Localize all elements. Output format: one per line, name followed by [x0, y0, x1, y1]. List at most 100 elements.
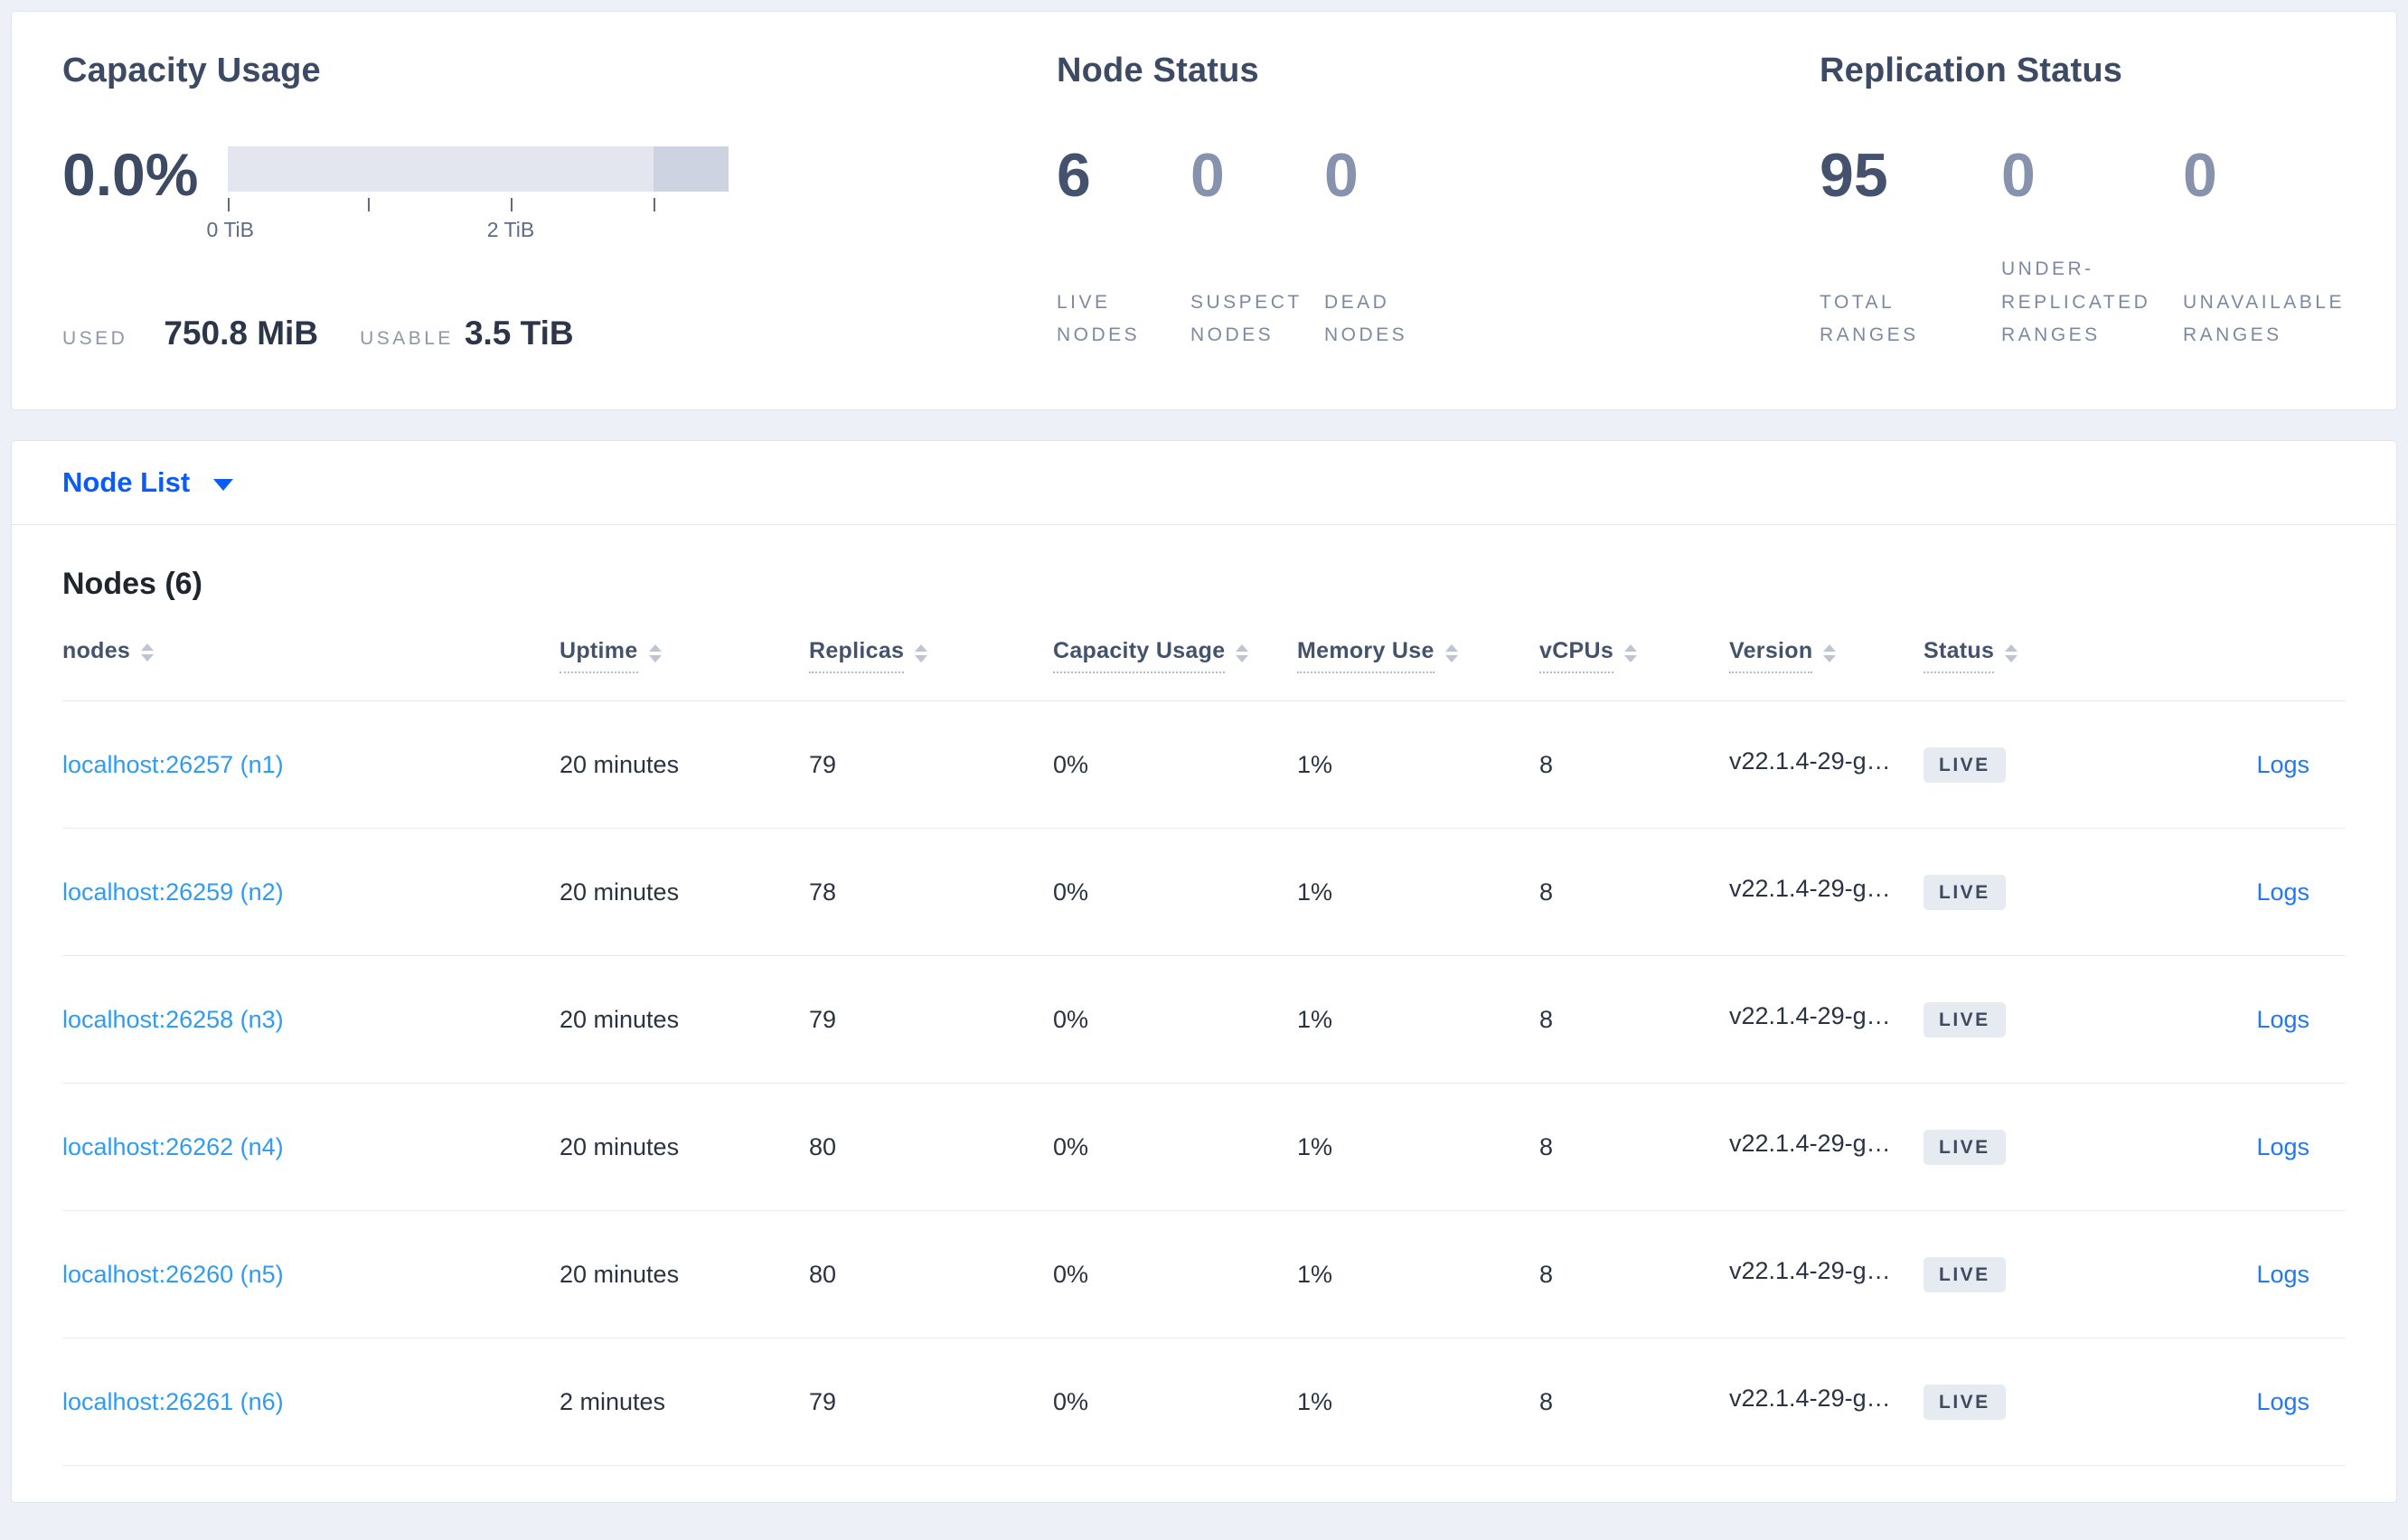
total-ranges-stat: 95 TOTAL RANGES: [1820, 145, 2001, 352]
capacity-cell: 0%: [1053, 750, 1089, 778]
capacity-bar: [228, 146, 729, 192]
status-badge: LIVE: [1924, 1129, 2006, 1165]
memory-cell: 1%: [1297, 1005, 1333, 1033]
column-header-memory-use[interactable]: Memory Use: [1297, 638, 1539, 673]
under-replicated-ranges-label: UNDER-REPLICATED RANGES: [2001, 258, 2151, 346]
live-nodes-value: 6: [1057, 141, 1091, 210]
capacity-bar-dark-segment: [653, 146, 729, 192]
memory-cell: 1%: [1297, 1260, 1333, 1288]
total-ranges-value: 95: [1820, 141, 1888, 210]
capacity-tick-label-0: 0 TiB: [206, 218, 254, 241]
node-link[interactable]: localhost:26258 (n3): [62, 1005, 284, 1033]
capacity-cell: 0%: [1053, 1387, 1089, 1415]
status-badge: LIVE: [1924, 1001, 2006, 1038]
vcpus-cell: 8: [1539, 1005, 1554, 1033]
logs-link[interactable]: Logs: [2256, 878, 2309, 906]
status-badge: LIVE: [1924, 1256, 2006, 1292]
uptime-cell: 20 minutes: [560, 878, 680, 906]
column-header-uptime[interactable]: Uptime: [560, 638, 809, 673]
status-badge: LIVE: [1924, 874, 2006, 910]
uptime-cell: 2 minutes: [560, 1387, 666, 1415]
used-label: USED: [62, 328, 128, 349]
column-header-capacity-usage[interactable]: Capacity Usage: [1053, 638, 1297, 673]
logs-link[interactable]: Logs: [2256, 1132, 2309, 1160]
capacity-usage-section: Capacity Usage 0.0%: [62, 52, 1057, 373]
table-row: localhost:26258 (n3) 20 minutes 79 0% 1%…: [62, 956, 2346, 1084]
capacity-cell: 0%: [1053, 1260, 1089, 1288]
sort-icon: [1823, 643, 1837, 662]
memory-cell: 1%: [1297, 750, 1333, 778]
node-list-dropdown-label: Node List: [62, 466, 191, 498]
capacity-cell: 0%: [1053, 878, 1089, 906]
column-header-replicas[interactable]: Replicas: [809, 638, 1053, 673]
replicas-cell: 79: [809, 750, 837, 778]
uptime-cell: 20 minutes: [560, 750, 680, 778]
column-header-status[interactable]: Status: [1924, 638, 2140, 673]
replication-status-title: Replication Status: [1820, 52, 2123, 89]
node-list-dropdown[interactable]: Node List: [12, 441, 2396, 525]
logs-link[interactable]: Logs: [2256, 1260, 2309, 1288]
node-link[interactable]: localhost:26260 (n5): [62, 1260, 284, 1288]
capacity-bar-chart: 0 TiB 2 TiB: [207, 146, 729, 245]
replication-status-section: Replication Status 95 TOTAL RANGES 0 UND…: [1820, 52, 2365, 373]
vcpus-cell: 8: [1539, 750, 1554, 778]
table-row: localhost:26262 (n4) 20 minutes 80 0% 1%…: [62, 1084, 2346, 1211]
version-cell: v22.1.4-29-g…: [1729, 747, 1891, 775]
replicas-cell: 79: [809, 1387, 837, 1415]
unavailable-ranges-stat: 0 UNAVAILABLE RANGES: [2183, 145, 2365, 352]
uptime-cell: 20 minutes: [560, 1260, 680, 1288]
dead-nodes-label: DEAD NODES: [1324, 291, 1408, 346]
total-ranges-label: TOTAL RANGES: [1820, 291, 1919, 346]
nodes-table-title: Nodes (6): [62, 567, 202, 601]
version-cell: v22.1.4-29-g…: [1729, 875, 1891, 902]
capacity-cell: 0%: [1053, 1132, 1089, 1160]
cluster-summary-card: Capacity Usage 0.0%: [11, 11, 2397, 410]
dead-nodes-stat: 0 DEAD NODES: [1324, 145, 1458, 352]
vcpus-cell: 8: [1539, 878, 1554, 906]
replicas-cell: 78: [809, 878, 837, 906]
vcpus-cell: 8: [1539, 1387, 1554, 1415]
sort-icon: [141, 643, 155, 662]
sort-icon: [1624, 643, 1638, 662]
column-header-vcpus[interactable]: vCPUs: [1539, 638, 1729, 673]
sort-icon: [1444, 643, 1458, 662]
node-status-title: Node Status: [1057, 52, 1259, 89]
table-row: localhost:26259 (n2) 20 minutes 78 0% 1%…: [62, 829, 2346, 956]
logs-link[interactable]: Logs: [2256, 1005, 2309, 1033]
memory-cell: 1%: [1297, 1132, 1333, 1160]
node-list-card: Node List Nodes (6) nodes Uptime Replica…: [11, 440, 2397, 1503]
capacity-cell: 0%: [1053, 1005, 1089, 1033]
uptime-cell: 20 minutes: [560, 1005, 680, 1033]
uptime-cell: 20 minutes: [560, 1132, 680, 1160]
usable-label: USABLE: [360, 328, 454, 349]
dead-nodes-value: 0: [1324, 141, 1359, 210]
replicas-cell: 79: [809, 1005, 837, 1033]
logs-link[interactable]: Logs: [2256, 750, 2309, 778]
suspect-nodes-stat: 0 SUSPECT NODES: [1190, 145, 1324, 352]
suspect-nodes-value: 0: [1190, 141, 1225, 210]
sort-icon: [648, 643, 662, 662]
version-cell: v22.1.4-29-g…: [1729, 1385, 1891, 1412]
column-header-nodes[interactable]: nodes: [62, 638, 560, 671]
node-link[interactable]: localhost:26257 (n1): [62, 750, 284, 778]
nodes-table-section: Nodes (6) nodes Uptime Replicas Capacity…: [12, 567, 2396, 1502]
version-cell: v22.1.4-29-g…: [1729, 1257, 1891, 1284]
logs-link[interactable]: Logs: [2256, 1387, 2309, 1415]
table-row: localhost:26260 (n5) 20 minutes 80 0% 1%…: [62, 1211, 2346, 1338]
replicas-cell: 80: [809, 1260, 837, 1288]
capacity-usage-title: Capacity Usage: [62, 52, 321, 89]
column-header-version[interactable]: Version: [1729, 638, 1924, 673]
unavailable-ranges-label: UNAVAILABLE RANGES: [2183, 291, 2345, 346]
node-link[interactable]: localhost:26259 (n2): [62, 878, 284, 906]
status-badge: LIVE: [1924, 747, 2006, 783]
usable-value: 3.5 TiB: [464, 315, 574, 352]
table-row: localhost:26257 (n1) 20 minutes 79 0% 1%…: [62, 701, 2346, 829]
node-status-section: Node Status 6 LIVE NODES 0 SUSPECT NODES…: [1057, 52, 1820, 373]
chevron-down-icon: [213, 478, 234, 491]
capacity-axis-ticks: [228, 198, 729, 212]
node-link[interactable]: localhost:26262 (n4): [62, 1132, 284, 1160]
node-link[interactable]: localhost:26261 (n6): [62, 1387, 284, 1415]
replicas-cell: 80: [809, 1132, 837, 1160]
version-cell: v22.1.4-29-g…: [1729, 1002, 1891, 1029]
